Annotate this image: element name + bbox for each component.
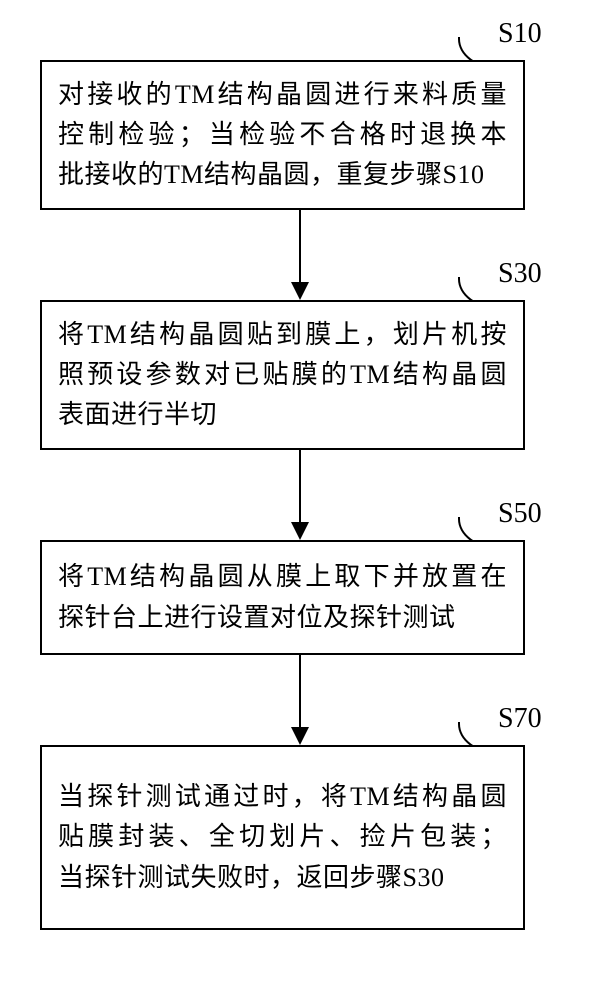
- s30-line-1: 将TM结构晶圆贴到膜上，划片机按: [58, 315, 507, 355]
- s70-line-2: 贴膜封装、全切划片、捡片包装；: [58, 817, 507, 857]
- s30-line-3: 表面进行半切: [58, 395, 507, 435]
- s10-line-3: 批接收的TM结构晶圆，重复步骤S10: [58, 155, 507, 195]
- arrow-head-1: [291, 282, 309, 300]
- s10-line-1: 对接收的TM结构晶圆进行来料质量: [58, 75, 507, 115]
- step-box-s30: 将TM结构晶圆贴到膜上，划片机按 照预设参数对已贴膜的TM结构晶圆 表面进行半切: [40, 300, 525, 450]
- label-s70: S70: [498, 703, 542, 735]
- step-text-s10: 对接收的TM结构晶圆进行来料质量 控制检验；当检验不合格时退换本 批接收的TM结…: [58, 75, 507, 196]
- step-text-s30: 将TM结构晶圆贴到膜上，划片机按 照预设参数对已贴膜的TM结构晶圆 表面进行半切: [58, 315, 507, 436]
- step-box-s50: 将TM结构晶圆从膜上取下并放置在 探针台上进行设置对位及探针测试: [40, 540, 525, 655]
- step-text-s70: 当探针测试通过时，将TM结构晶圆 贴膜封装、全切划片、捡片包装； 当探针测试失败…: [58, 777, 507, 898]
- label-s30: S30: [498, 258, 542, 290]
- arrow-line-3: [299, 655, 301, 727]
- s30-line-2: 照预设参数对已贴膜的TM结构晶圆: [58, 355, 507, 395]
- arrow-head-2: [291, 522, 309, 540]
- s10-line-2: 控制检验；当检验不合格时退换本: [58, 115, 507, 155]
- s70-line-1: 当探针测试通过时，将TM结构晶圆: [58, 777, 507, 817]
- step-box-s70: 当探针测试通过时，将TM结构晶圆 贴膜封装、全切划片、捡片包装； 当探针测试失败…: [40, 745, 525, 930]
- step-text-s50: 将TM结构晶圆从膜上取下并放置在 探针台上进行设置对位及探针测试: [58, 557, 507, 638]
- arrow-head-3: [291, 727, 309, 745]
- s50-line-1: 将TM结构晶圆从膜上取下并放置在: [58, 557, 507, 597]
- label-s50: S50: [498, 498, 542, 530]
- arrow-line-1: [299, 210, 301, 282]
- label-s10: S10: [498, 18, 542, 50]
- flowchart-diagram: S10 对接收的TM结构晶圆进行来料质量 控制检验；当检验不合格时退换本 批接收…: [0, 0, 600, 1000]
- arrow-line-2: [299, 450, 301, 522]
- step-box-s10: 对接收的TM结构晶圆进行来料质量 控制检验；当检验不合格时退换本 批接收的TM结…: [40, 60, 525, 210]
- s50-line-2: 探针台上进行设置对位及探针测试: [58, 598, 507, 638]
- s70-line-3: 当探针测试失败时，返回步骤S30: [58, 858, 507, 898]
